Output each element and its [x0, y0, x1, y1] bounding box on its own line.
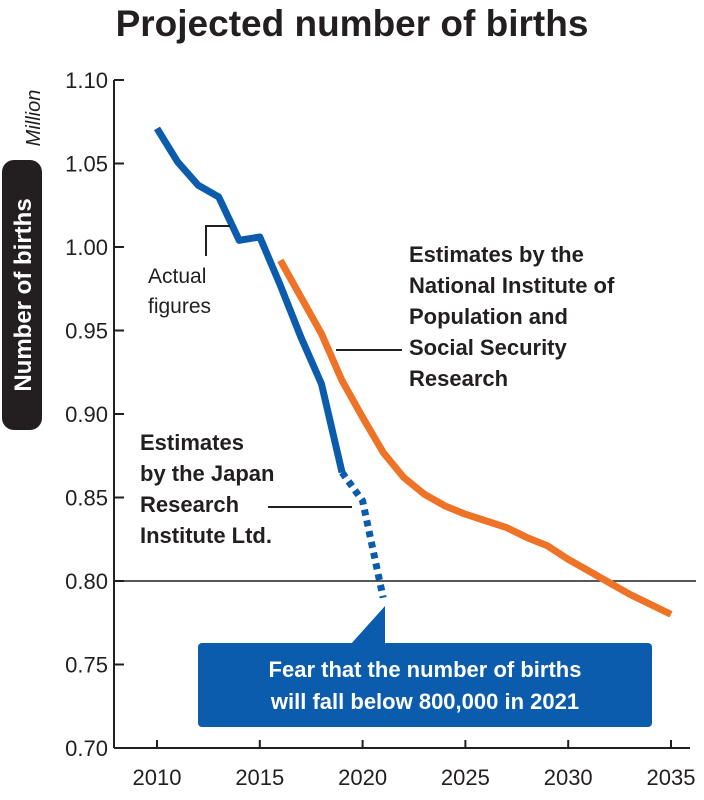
y-tick-label: 1.10	[65, 68, 108, 93]
y-label-box	[2, 160, 42, 430]
annotation-jri: Estimates	[140, 430, 244, 455]
annotation-nipssr: Research	[409, 366, 508, 391]
annotation-nipssr: Social Security	[409, 335, 568, 360]
annotation-actual: figures	[148, 295, 211, 318]
y-unit: Million	[23, 90, 45, 147]
y-tick-label: 0.90	[65, 402, 108, 427]
x-tick-label: 2025	[441, 765, 490, 790]
series-line-0	[154, 126, 346, 474]
x-tick-label: 2020	[338, 765, 387, 790]
actual-leader	[205, 225, 230, 256]
x-tick-label: 2010	[133, 765, 182, 790]
callout-text: Fear that the number of births	[269, 657, 582, 682]
annotation-jri: Research	[140, 492, 239, 517]
annotation-nipssr: Estimates by the	[409, 242, 584, 267]
callout-box	[198, 643, 652, 727]
x-tick-label: 2015	[235, 765, 284, 790]
annotation-nipssr: National Institute of	[409, 273, 615, 298]
y-tick-label: 0.85	[65, 486, 108, 511]
y-tick-label: 1.00	[65, 235, 108, 260]
y-tick-label: 0.80	[65, 569, 108, 594]
y-tick-label: 0.95	[65, 319, 108, 344]
y-tick-label: 0.75	[65, 653, 108, 678]
y-tick-label: 1.05	[65, 152, 108, 177]
callout-pointer	[350, 606, 385, 645]
callout-text: will fall below 800,000 in 2021	[270, 689, 579, 714]
y-axis-label: Number of births	[10, 198, 37, 391]
x-tick-label: 2035	[647, 765, 696, 790]
annotation-nipssr: Population and	[409, 304, 568, 329]
x-tick-label: 2030	[544, 765, 593, 790]
chart-title: Projected number of births	[116, 3, 589, 44]
series-line-2	[277, 258, 673, 618]
annotation-jri: Institute Ltd.	[140, 523, 272, 548]
annotation-jri: by the Japan	[140, 461, 274, 486]
series-line-1	[339, 470, 387, 599]
annotation-actual: Actual	[148, 265, 206, 288]
y-tick-label: 0.70	[65, 736, 108, 761]
